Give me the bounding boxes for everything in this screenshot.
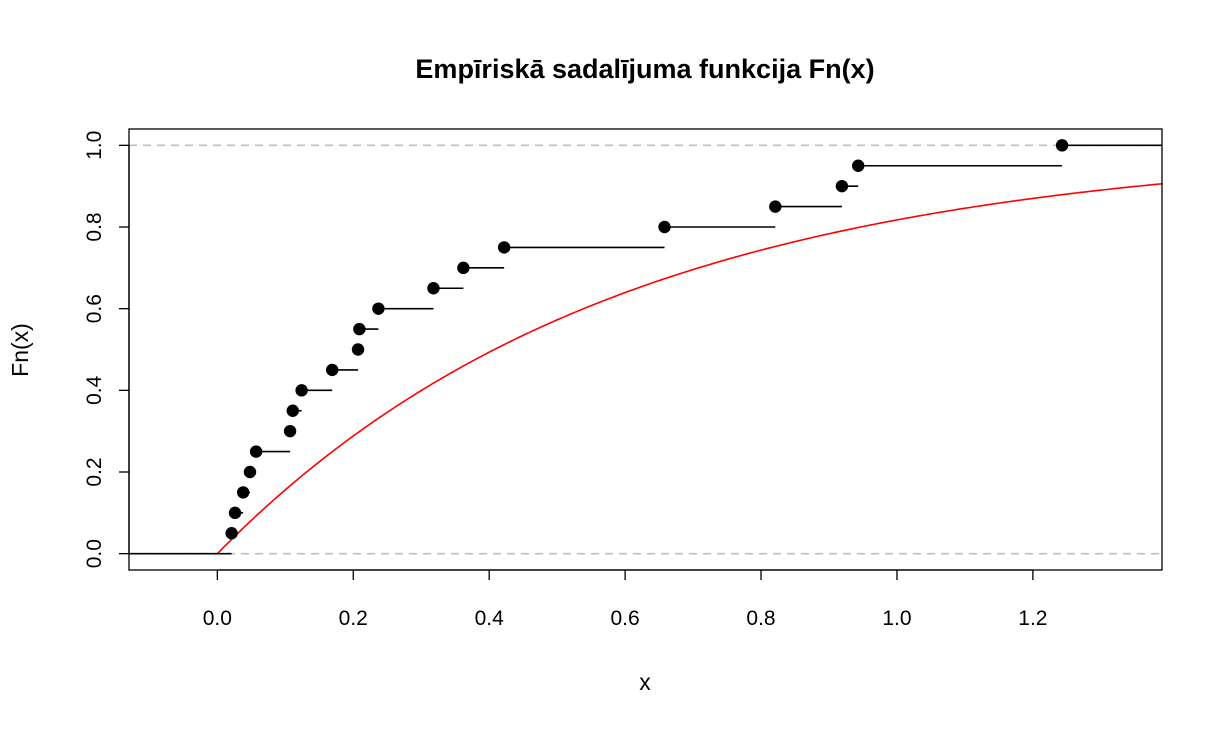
ecdf-point xyxy=(283,424,297,438)
ecdf-point xyxy=(658,220,671,234)
ecdf-point xyxy=(225,527,238,540)
y-tick-label: 0.4 xyxy=(83,375,106,405)
x-tick-label: 0.8 xyxy=(746,607,775,630)
y-axis: 0.0 0.2 0.4 0.6 0.8 1.0 xyxy=(83,131,130,568)
ecdf-point xyxy=(228,506,242,520)
x-tick-label: 1.2 xyxy=(1018,607,1047,630)
ecdf-point xyxy=(295,384,308,397)
ecdf-point xyxy=(457,261,470,275)
y-tick-label: 1.0 xyxy=(83,131,106,160)
y-tick-label: 0.2 xyxy=(83,457,106,486)
ecdf-point xyxy=(326,363,339,377)
ecdf-point xyxy=(353,322,366,336)
x-tick-label: 0.4 xyxy=(475,607,505,630)
x-tick-label: 0.2 xyxy=(339,607,368,630)
ecdf-point xyxy=(427,282,440,295)
plot-frame xyxy=(128,128,1163,571)
ecdf-point xyxy=(769,200,782,213)
x-tick-label: 0.6 xyxy=(611,607,640,630)
step-segments xyxy=(129,144,1162,555)
chart-title: Empīriskā sadalījuma funkcija Fn(x) xyxy=(415,54,874,84)
ecdf-point xyxy=(236,486,250,499)
ecdf-point xyxy=(835,179,849,193)
y-tick-label: 0.6 xyxy=(83,294,106,323)
ecdf-point xyxy=(497,241,511,254)
ecdf-point xyxy=(243,465,257,479)
x-axis-label: x xyxy=(639,669,651,695)
theoretical-curve-layer xyxy=(216,182,1162,555)
y-tick-label: 0.0 xyxy=(83,539,106,568)
theoretical-curve xyxy=(216,182,1162,555)
reference-lines xyxy=(129,144,1162,555)
ecdf-point xyxy=(286,404,299,417)
ecdf-points xyxy=(225,139,1069,540)
x-tick-label: 0.0 xyxy=(203,607,232,630)
y-tick-label: 0.8 xyxy=(83,212,106,241)
x-tick-label: 1.0 xyxy=(882,607,911,630)
x-axis: 0.0 0.2 0.4 0.6 0.8 1.0 1.2 xyxy=(203,569,1047,630)
ecdf-point xyxy=(249,445,263,458)
y-axis-label: Fn(x) xyxy=(7,323,33,377)
ecdf-point xyxy=(351,343,365,356)
ecdf-point xyxy=(1055,139,1069,152)
ecdf-point xyxy=(852,159,865,172)
ecdf-point xyxy=(372,302,385,315)
